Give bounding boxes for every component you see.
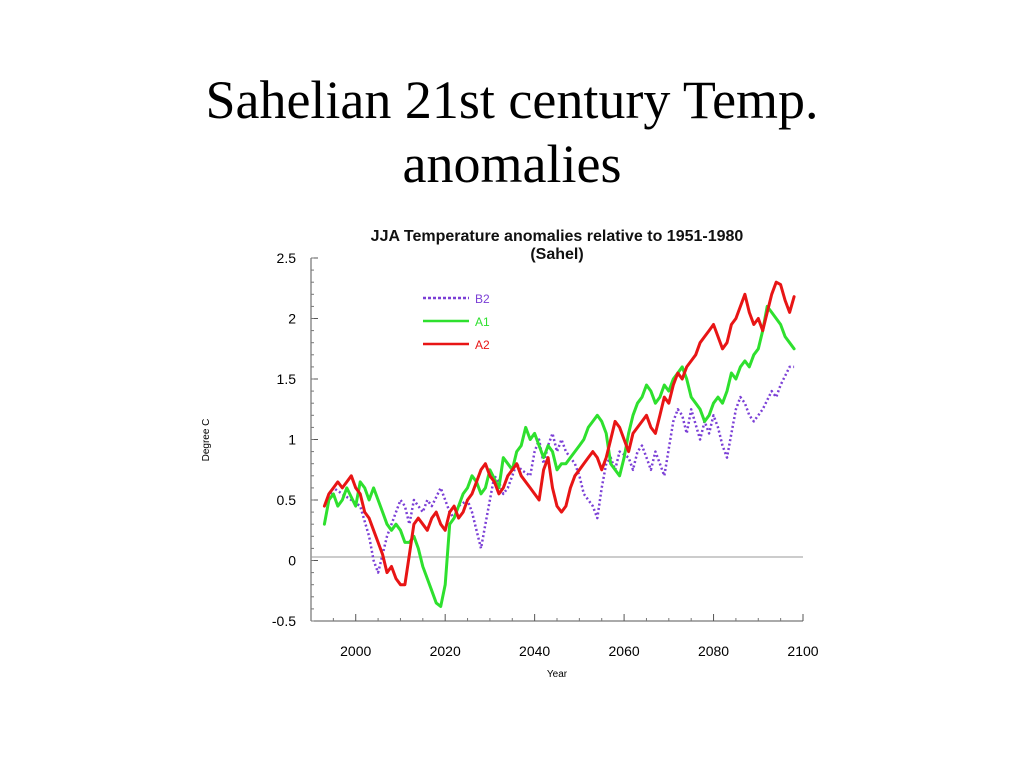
slide-title: Sahelian 21st century Temp. anomalies xyxy=(0,68,1024,196)
legend-b2-label: B2 xyxy=(475,292,490,306)
y-axis-label: Degree C xyxy=(201,419,212,462)
y-tick-label: 1.5 xyxy=(277,371,297,387)
y-ticks: 2.5 2 1.5 1 0.5 0 -0.5 xyxy=(272,250,318,629)
y-tick-label: 0.5 xyxy=(277,492,297,508)
y-tick-label: 2.5 xyxy=(277,250,297,266)
x-tick-label: 2020 xyxy=(430,643,461,659)
x-tick-label: 2080 xyxy=(698,643,729,659)
x-tick-label: 2100 xyxy=(787,643,818,659)
chart-title-line1: JJA Temperature anomalies relative to 19… xyxy=(371,228,744,245)
y-tick-label: 0 xyxy=(288,553,296,569)
x-tick-label: 2060 xyxy=(609,643,640,659)
y-tick-label: 1 xyxy=(288,432,296,448)
series-line-a1 xyxy=(322,304,796,608)
y-tick-label: 2 xyxy=(288,311,296,327)
legend-a2-label: A2 xyxy=(475,338,490,352)
x-ticks: 2000 2020 2040 2060 2080 2100 xyxy=(332,614,819,659)
legend: B2 A1 A2 xyxy=(423,292,490,352)
legend-a1-label: A1 xyxy=(475,315,490,329)
x-axis-label: Year xyxy=(547,669,568,680)
series-line-a2 xyxy=(322,280,796,587)
slide-title-line1: Sahelian 21st century Temp. xyxy=(205,70,819,130)
x-tick-label: 2040 xyxy=(519,643,550,659)
slide-title-line2: anomalies xyxy=(402,134,622,194)
series-lines xyxy=(322,280,796,608)
x-tick-label: 2000 xyxy=(340,643,371,659)
chart-title-line2: (Sahel) xyxy=(530,246,583,263)
y-tick-label: -0.5 xyxy=(272,613,296,629)
